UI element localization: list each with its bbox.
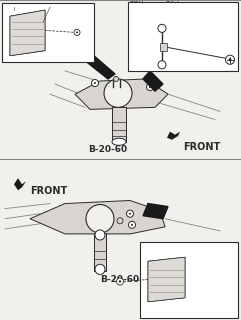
Circle shape bbox=[119, 280, 121, 283]
Circle shape bbox=[95, 264, 105, 275]
Text: B-20-60: B-20-60 bbox=[100, 275, 139, 284]
Circle shape bbox=[129, 213, 131, 215]
Text: FRONT: FRONT bbox=[30, 187, 67, 196]
Text: 647: 647 bbox=[165, 0, 180, 8]
Circle shape bbox=[128, 221, 135, 228]
Circle shape bbox=[86, 204, 114, 233]
Circle shape bbox=[76, 31, 78, 33]
Circle shape bbox=[228, 58, 232, 61]
Circle shape bbox=[95, 230, 105, 240]
Circle shape bbox=[116, 278, 123, 285]
Polygon shape bbox=[14, 178, 26, 190]
Polygon shape bbox=[148, 257, 185, 302]
Text: 646(B): 646(B) bbox=[178, 244, 202, 251]
Circle shape bbox=[117, 218, 123, 224]
Text: B-20-60: B-20-60 bbox=[88, 145, 127, 154]
Circle shape bbox=[74, 29, 80, 36]
Polygon shape bbox=[143, 71, 163, 91]
Circle shape bbox=[92, 79, 99, 87]
Text: 646(B): 646(B) bbox=[44, 2, 68, 9]
Polygon shape bbox=[10, 10, 45, 56]
Text: 660: 660 bbox=[130, 0, 145, 8]
Polygon shape bbox=[30, 201, 165, 234]
Bar bbox=[128, 2, 238, 71]
Text: 645(B): 645(B) bbox=[155, 307, 179, 313]
Polygon shape bbox=[167, 132, 180, 140]
Bar bbox=[140, 242, 238, 318]
Circle shape bbox=[114, 76, 119, 82]
Polygon shape bbox=[80, 51, 115, 79]
Circle shape bbox=[131, 224, 133, 226]
Circle shape bbox=[94, 82, 96, 84]
Circle shape bbox=[149, 86, 151, 88]
Polygon shape bbox=[112, 107, 126, 142]
Circle shape bbox=[158, 24, 166, 32]
Text: 645(B): 645(B) bbox=[5, 2, 28, 9]
Polygon shape bbox=[10, 10, 45, 56]
Circle shape bbox=[127, 210, 134, 217]
Text: FRONT: FRONT bbox=[183, 142, 220, 152]
Polygon shape bbox=[148, 257, 185, 302]
Polygon shape bbox=[75, 79, 168, 109]
Polygon shape bbox=[94, 233, 106, 271]
Bar bbox=[2, 3, 94, 62]
Circle shape bbox=[147, 84, 154, 91]
Polygon shape bbox=[160, 43, 167, 51]
Circle shape bbox=[104, 79, 132, 107]
Circle shape bbox=[158, 61, 166, 69]
Circle shape bbox=[226, 55, 234, 64]
Polygon shape bbox=[143, 204, 168, 219]
Ellipse shape bbox=[112, 138, 126, 145]
